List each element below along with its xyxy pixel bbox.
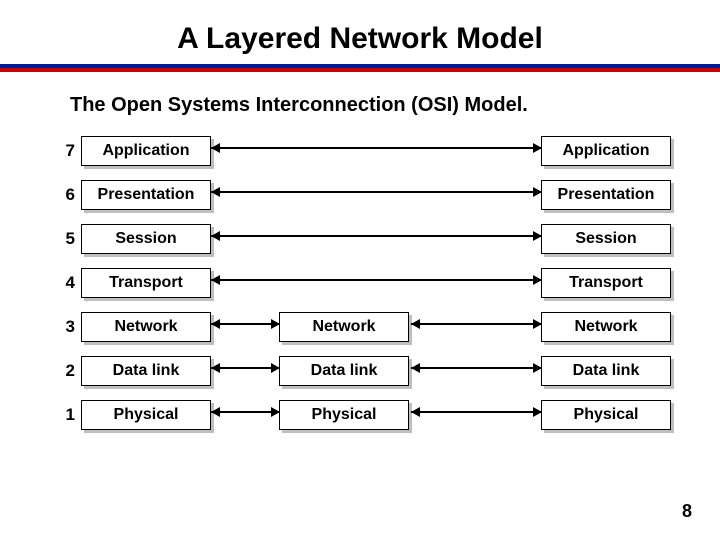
layer-row: 4 Transport Transport (55, 265, 675, 301)
layer-number: 7 (55, 141, 75, 161)
hop-arrow-line (411, 367, 541, 369)
layer-box-right: Data link (541, 356, 671, 386)
arrow-left-icon (211, 319, 220, 329)
layer-box-left: Session (81, 224, 211, 254)
layer-box-middle: Network (279, 312, 409, 342)
peer-arrow-line (211, 235, 541, 237)
arrow-left-icon (411, 319, 420, 329)
layer-box-middle: Data link (279, 356, 409, 386)
arrow-left-icon (211, 187, 220, 197)
hop-arrow-line (211, 323, 279, 325)
layer-row: 6 Presentation Presentation (55, 177, 675, 213)
layer-box-middle: Physical (279, 400, 409, 430)
arrow-left-icon (211, 407, 220, 417)
arrow-left-icon (211, 231, 220, 241)
layer-box-left: Physical (81, 400, 211, 430)
layer-box-left: Network (81, 312, 211, 342)
page-number: 8 (682, 501, 692, 522)
layer-box-left: Transport (81, 268, 211, 298)
layer-row: 2 Data link Data link Data link (55, 353, 675, 389)
layer-number: 5 (55, 229, 75, 249)
layer-row: 5 Session Session (55, 221, 675, 257)
hop-arrow-line (211, 411, 279, 413)
layer-box-right: Session (541, 224, 671, 254)
hop-arrow-line (411, 323, 541, 325)
slide-subtitle: The Open Systems Interconnection (OSI) M… (0, 72, 720, 133)
arrow-left-icon (411, 407, 420, 417)
arrow-left-icon (211, 143, 220, 153)
layer-box-right: Network (541, 312, 671, 342)
layer-row: 3 Network Network Network (55, 309, 675, 345)
layer-number: 2 (55, 361, 75, 381)
layer-box-right: Transport (541, 268, 671, 298)
peer-arrow-line (211, 147, 541, 149)
layer-number: 4 (55, 273, 75, 293)
slide-title: A Layered Network Model (0, 0, 720, 64)
peer-arrow-line (211, 191, 541, 193)
layer-box-left: Data link (81, 356, 211, 386)
layer-number: 6 (55, 185, 75, 205)
layer-row: 1 Physical Physical Physical (55, 397, 675, 433)
osi-grid: 7 Application Application 6 Presentation Pres… (55, 133, 675, 433)
hop-arrow-line (411, 411, 541, 413)
peer-arrow-line (211, 279, 541, 281)
hop-arrow-line (211, 367, 279, 369)
layer-number: 1 (55, 405, 75, 425)
layer-number: 3 (55, 317, 75, 337)
arrow-left-icon (211, 275, 220, 285)
layer-box-right: Physical (541, 400, 671, 430)
layer-box-left: Presentation (81, 180, 211, 210)
layer-box-right: Application (541, 136, 671, 166)
layer-box-right: Presentation (541, 180, 671, 210)
layer-row: 7 Application Application (55, 133, 675, 169)
arrow-left-icon (411, 363, 420, 373)
layer-box-left: Application (81, 136, 211, 166)
arrow-left-icon (211, 363, 220, 373)
